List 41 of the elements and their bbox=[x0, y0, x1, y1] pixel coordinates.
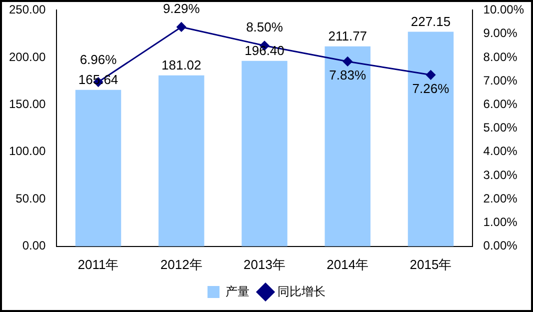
text: 211.77 bbox=[328, 28, 368, 44]
x-tick-label: 2012年 bbox=[160, 256, 202, 272]
bar bbox=[324, 46, 370, 246]
y-tick-label: 200.00 bbox=[9, 50, 46, 64]
text: 227.15 bbox=[410, 14, 451, 29]
legend-label: 同比增长 bbox=[278, 284, 326, 298]
point bbox=[342, 56, 352, 66]
y2-tick-label: 7.00% bbox=[483, 73, 518, 88]
text: 6.96% bbox=[80, 52, 117, 67]
x-tick-label: 2011年 bbox=[78, 256, 119, 272]
x-tick-label: 2014年 bbox=[326, 256, 369, 272]
bar bbox=[242, 60, 288, 246]
y2-tick-label: 2.00% bbox=[483, 191, 518, 206]
point bbox=[426, 70, 436, 80]
y2-tick-label: 5.00% bbox=[483, 120, 518, 135]
y2-tick-label: 1.00% bbox=[483, 215, 518, 230]
x-tick-label: 2015年 bbox=[410, 256, 452, 272]
y2-tick-label: 9.00% bbox=[483, 26, 518, 40]
y2-tick-label: 10.00% bbox=[483, 2, 524, 17]
y-tick-label: 50.00 bbox=[16, 191, 46, 206]
y-tick-label: 150.00 bbox=[9, 96, 46, 111]
bar bbox=[75, 90, 122, 246]
text: 8.50% bbox=[246, 20, 283, 35]
y2-tick-label: 6.00% bbox=[483, 96, 518, 111]
text: 196.40 bbox=[244, 42, 284, 58]
y2-tick-label: 4.00% bbox=[483, 144, 518, 158]
y-tick-label: 250.00 bbox=[9, 2, 46, 17]
y-tick-label: 0.00 bbox=[22, 238, 46, 253]
text: 9.29% bbox=[162, 1, 200, 16]
bar bbox=[408, 32, 454, 246]
text: 7.26% bbox=[412, 80, 450, 96]
bar bbox=[158, 75, 204, 246]
y2-tick-label: 0.00% bbox=[483, 238, 518, 253]
x-tick-label: 2013年 bbox=[244, 256, 286, 272]
text: 181.02 bbox=[162, 57, 202, 72]
point bbox=[176, 22, 186, 32]
y-tick-label: 100.00 bbox=[9, 144, 46, 158]
y2-tick-label: 8.00% bbox=[483, 50, 518, 64]
legend-label: 产量 bbox=[226, 284, 250, 298]
y2-tick-label: 3.00% bbox=[483, 168, 518, 182]
text: 7.83% bbox=[329, 68, 366, 83]
